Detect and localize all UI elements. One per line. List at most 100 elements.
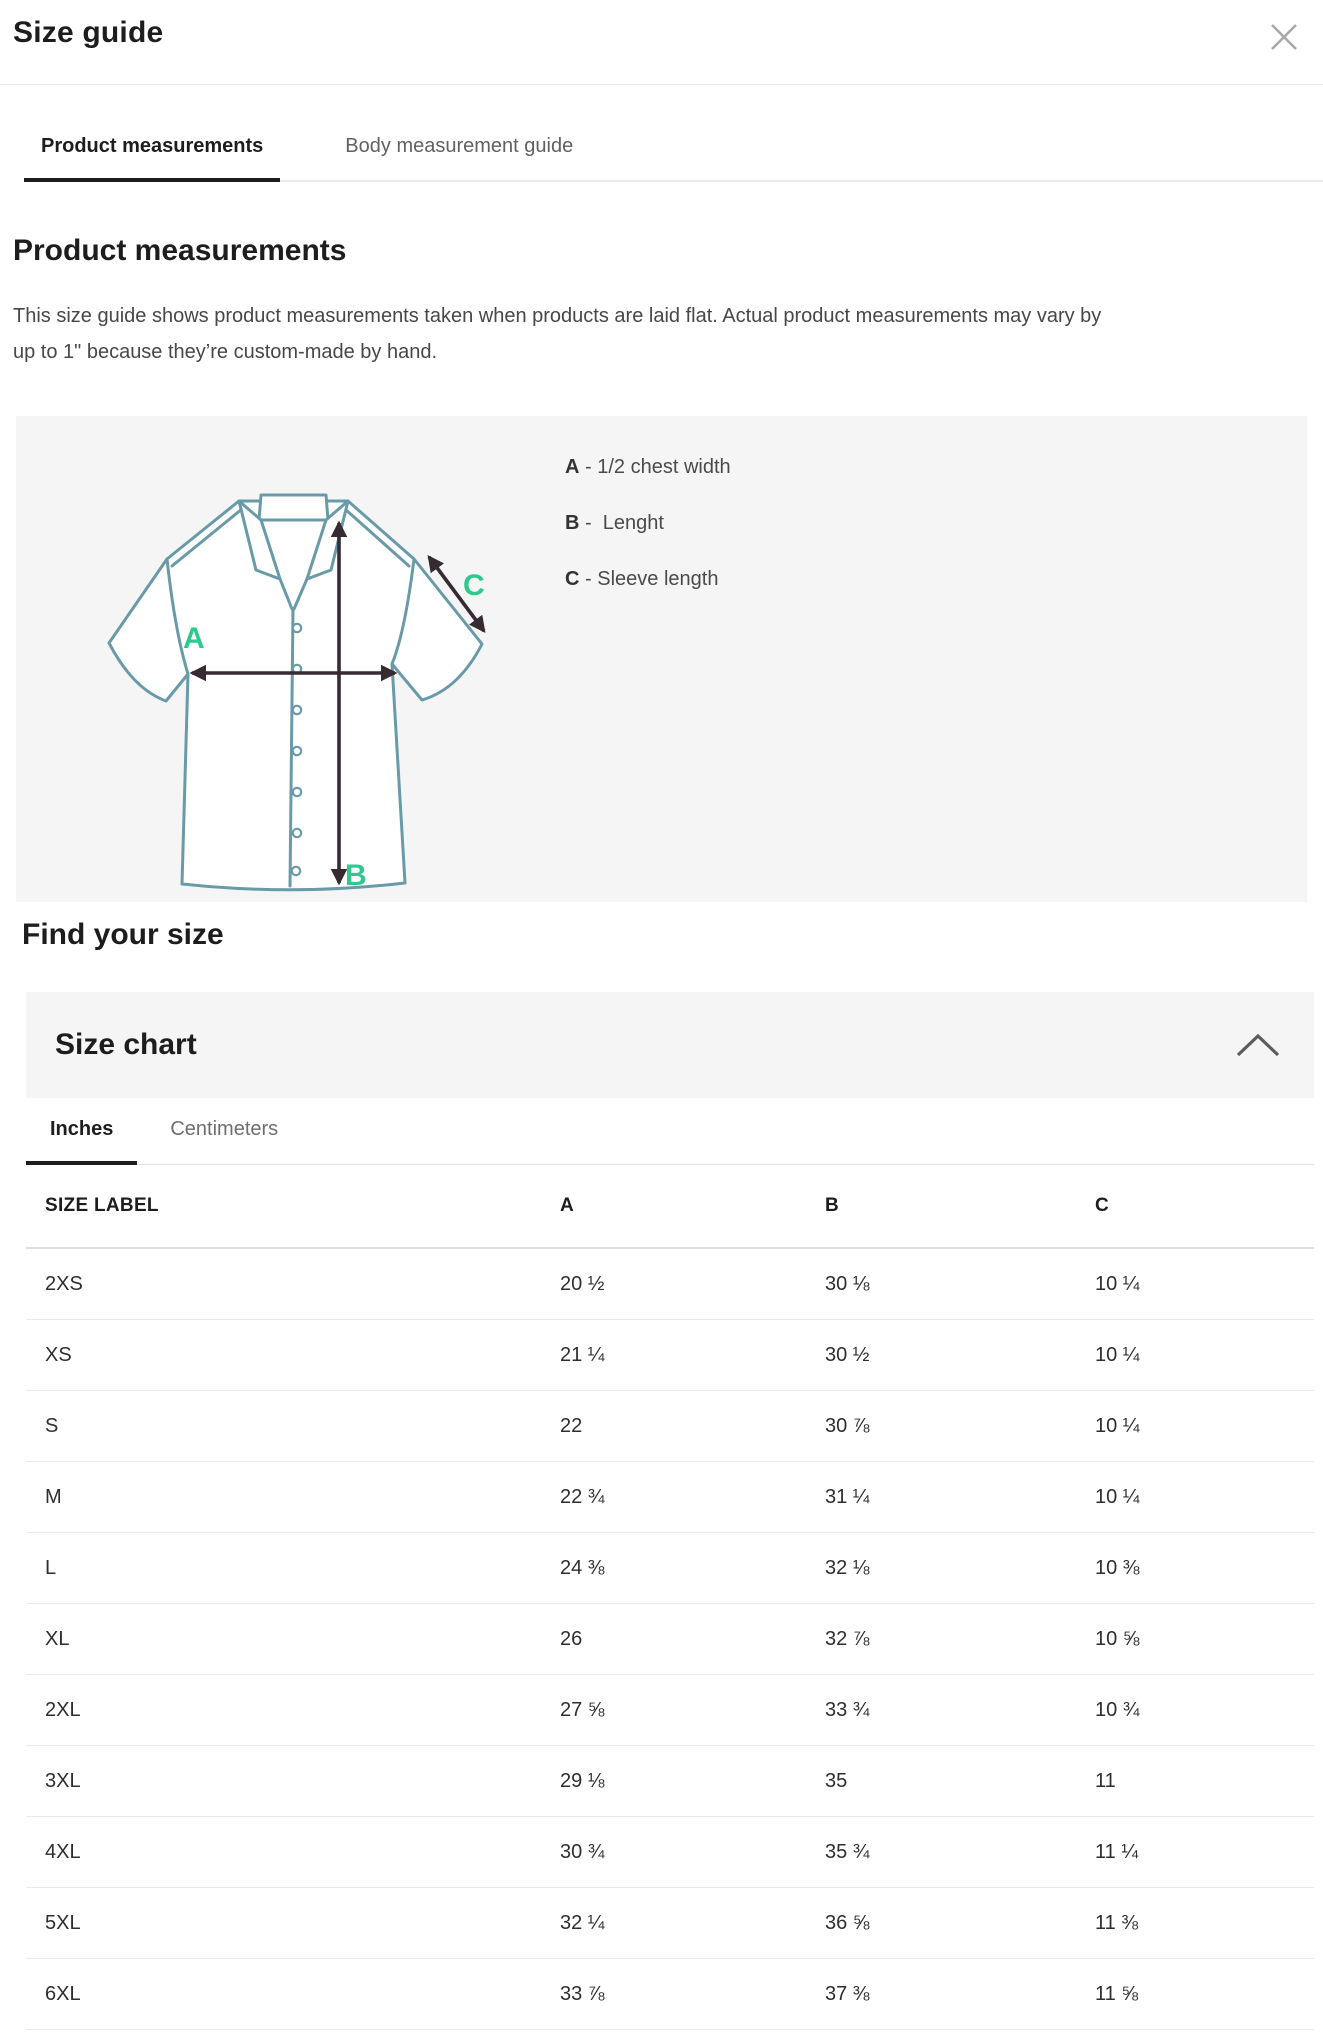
tab-inches[interactable]: Inches [26, 1108, 138, 1165]
table-row: 4XL 30 ¾ 35 ¾ 11 ¼ [26, 1817, 1314, 1888]
cell-c: 10 ⅜ [1095, 1556, 1140, 1579]
shirt-collar-band [257, 493, 330, 522]
page-title: Size guide [13, 16, 164, 49]
cell-c: 10 ¾ [1095, 1698, 1140, 1721]
size-table-body: 2XS 20 ½ 30 ⅛ 10 ¼ XS 21 ¼ 30 ½ 10 ¼ S 2… [26, 1249, 1314, 2030]
size-table: SIZE LABEL A B C 2XS 20 ½ 30 ⅛ 10 ¼ XS 2… [26, 1165, 1314, 2030]
cell-c: 11 ¼ [1095, 1840, 1138, 1863]
arrow-sleeve-length [427, 555, 486, 633]
cell-b: 32 ⅛ [825, 1556, 870, 1579]
shirt-diagram: A B C [107, 493, 486, 892]
cell-a: 21 ¼ [560, 1343, 605, 1366]
table-header-row: SIZE LABEL A B C [26, 1165, 1314, 1249]
section-description: This size guide shows product measuremen… [13, 305, 1102, 363]
tab-label: Product measurements [41, 135, 264, 157]
shirt-body [165, 499, 416, 892]
tab-body-measurement-guide[interactable]: Body measurement guide [328, 125, 590, 182]
column-header-c: C [1095, 1195, 1110, 1216]
cell-a: 22 [560, 1414, 583, 1437]
legend-letter: B [565, 512, 580, 534]
marker-letter-b: B [345, 859, 367, 892]
legend-label: Lenght [602, 512, 664, 534]
legend-separator: - [579, 456, 598, 478]
cell-size-label: 2XL [45, 1698, 81, 1721]
cell-size-label: 3XL [45, 1769, 81, 1792]
cell-size-label: S [45, 1414, 59, 1437]
marker-letter-a: A [183, 622, 205, 655]
diagram-legend: A - 1/2 chest width B - Lenght C - Sleev… [565, 456, 731, 624]
cell-a: 32 ¼ [560, 1911, 605, 1934]
cell-size-label: 2XS [45, 1272, 83, 1295]
cell-c: 10 ¼ [1095, 1485, 1140, 1508]
table-row: XS 21 ¼ 30 ½ 10 ¼ [26, 1320, 1314, 1391]
table-row: 3XL 29 ⅛ 35 11 [26, 1746, 1314, 1817]
find-your-size-heading: Find your size [22, 918, 224, 951]
cell-b: 36 ⅝ [825, 1911, 870, 1934]
cell-b: 35 ¾ [825, 1840, 870, 1863]
close-button[interactable] [1265, 18, 1303, 56]
table-row: M 22 ¾ 31 ¼ 10 ¼ [26, 1462, 1314, 1533]
tab-centimeters[interactable]: Centimeters [146, 1108, 302, 1165]
table-row: S 22 30 ⅞ 10 ¼ [26, 1391, 1314, 1462]
cell-size-label: M [45, 1485, 62, 1508]
cell-c: 10 ⅝ [1095, 1627, 1140, 1650]
table-row: 6XL 33 ⅞ 37 ⅜ 11 ⅝ [26, 1959, 1314, 2030]
cell-c: 11 ⅜ [1095, 1911, 1138, 1934]
cell-size-label: 6XL [45, 1982, 81, 2005]
table-row: 2XS 20 ½ 30 ⅛ 10 ¼ [26, 1249, 1314, 1320]
marker-letter-c: C [463, 569, 485, 602]
table-row: L 24 ⅜ 32 ⅛ 10 ⅜ [26, 1533, 1314, 1604]
cell-size-label: L [45, 1556, 57, 1579]
table-row: 2XL 27 ⅝ 33 ¾ 10 ¾ [26, 1675, 1314, 1746]
legend-item: C - Sleeve length [565, 568, 731, 591]
legend-separator: - [579, 512, 603, 534]
size-chart-collapse-header[interactable]: Size chart [26, 992, 1314, 1098]
cell-c: 11 [1095, 1769, 1116, 1792]
cell-c: 10 ¼ [1095, 1414, 1140, 1437]
cell-b: 31 ¼ [825, 1485, 870, 1508]
legend-letter: A [565, 456, 580, 478]
column-header-a: A [560, 1195, 575, 1216]
tab-product-measurements[interactable]: Product measurements [24, 125, 281, 182]
cell-b: 30 ⅛ [825, 1272, 870, 1295]
cell-a: 24 ⅜ [560, 1556, 605, 1579]
cell-c: 10 ¼ [1095, 1272, 1140, 1295]
legend-item: B - Lenght [565, 512, 731, 535]
measurement-tabs: Product measurements Body measurement gu… [0, 125, 1323, 182]
cell-a: 22 ¾ [560, 1485, 605, 1508]
table-row: XL 26 32 ⅞ 10 ⅝ [26, 1604, 1314, 1675]
column-header-size-label: SIZE LABEL [45, 1195, 159, 1216]
cell-b: 30 ⅞ [825, 1414, 870, 1437]
cell-a: 20 ½ [560, 1272, 605, 1295]
cell-b: 35 [825, 1769, 848, 1792]
cell-size-label: 5XL [45, 1911, 81, 1934]
cell-b: 32 ⅞ [825, 1627, 870, 1650]
cell-b: 37 ⅜ [825, 1982, 870, 2005]
tab-label: Inches [50, 1118, 114, 1140]
legend-label: 1/2 chest width [597, 456, 731, 478]
cell-size-label: XL [45, 1627, 70, 1650]
cell-a: 26 [560, 1627, 583, 1650]
table-row: 5XL 32 ¼ 36 ⅝ 11 ⅜ [26, 1888, 1314, 1959]
cell-size-label: XS [45, 1343, 72, 1366]
chevron-up-icon [1236, 1033, 1280, 1056]
shirt-placket [288, 607, 295, 888]
shirt-left-sleeve [107, 557, 190, 703]
section-heading: Product measurements [13, 234, 347, 267]
cell-a: 27 ⅝ [560, 1698, 605, 1721]
legend-item: A - 1/2 chest width [565, 456, 731, 479]
close-icon [1271, 24, 1297, 50]
legend-label: Sleeve length [597, 568, 719, 590]
cell-a: 30 ¾ [560, 1840, 605, 1863]
cell-c: 10 ¼ [1095, 1343, 1140, 1366]
column-header-b: B [825, 1195, 840, 1216]
cell-b: 30 ½ [825, 1343, 870, 1366]
cell-size-label: 4XL [45, 1840, 81, 1863]
cell-c: 11 ⅝ [1095, 1982, 1138, 2005]
measurement-diagram-panel: A B C A - 1/2 chest width B - Lenght C -… [16, 416, 1307, 902]
legend-separator: - [579, 568, 598, 590]
cell-a: 33 ⅞ [560, 1982, 605, 2005]
tab-label: Centimeters [170, 1118, 279, 1140]
tab-label: Body measurement guide [345, 135, 574, 157]
cell-b: 33 ¾ [825, 1698, 870, 1721]
